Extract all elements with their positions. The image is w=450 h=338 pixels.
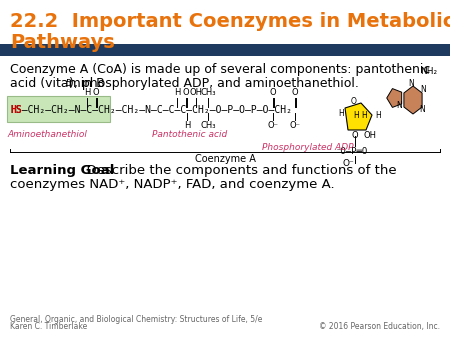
Text: 22.2  Important Coenzymes in Metabolic: 22.2 Important Coenzymes in Metabolic (10, 12, 450, 31)
Text: Karen C. Timberlake: Karen C. Timberlake (10, 322, 87, 331)
Text: acid (vitamin B: acid (vitamin B (10, 77, 105, 90)
Text: Learning Goal: Learning Goal (10, 164, 114, 177)
Bar (0, 44, 450, 56)
Text: © 2016 Pearson Education, Inc.: © 2016 Pearson Education, Inc. (319, 322, 440, 331)
Polygon shape (345, 103, 372, 130)
Text: OH: OH (189, 88, 202, 97)
Text: Pantothenic acid: Pantothenic acid (153, 130, 228, 139)
Text: Coenzyme A: Coenzyme A (194, 154, 256, 164)
Text: Phosphorylated ADP: Phosphorylated ADP (262, 143, 354, 152)
Text: CH₃: CH₃ (200, 88, 216, 97)
Text: N: N (408, 79, 414, 89)
Text: O: O (270, 88, 276, 97)
Text: CH₃: CH₃ (200, 121, 216, 130)
Text: H: H (84, 88, 90, 97)
Text: Describe the components and functions of the: Describe the components and functions of… (78, 164, 396, 177)
Text: N: N (420, 86, 426, 95)
Text: H: H (184, 121, 190, 130)
Text: O⁻: O⁻ (289, 121, 301, 130)
Text: O⁻: O⁻ (342, 160, 354, 169)
FancyBboxPatch shape (7, 96, 110, 122)
Text: H: H (174, 88, 180, 97)
Text: N: N (396, 100, 402, 110)
Text: H: H (353, 111, 359, 120)
Text: N: N (419, 105, 425, 115)
Text: O: O (292, 88, 298, 97)
Text: H: H (361, 111, 367, 120)
Polygon shape (404, 86, 422, 114)
Text: HS–CH₂–CH₂–N–C–CH₂–CH₂–N–C–C–C–CH₂–O–P–O–P–O–CH₂: HS–CH₂–CH₂–N–C–CH₂–CH₂–N–C–C–C–CH₂–O–P–O… (10, 105, 292, 115)
Text: O: O (93, 88, 99, 97)
Text: coenzymes NAD⁺, NADP⁺, FAD, and coenzyme A.: coenzymes NAD⁺, NADP⁺, FAD, and coenzyme… (10, 178, 335, 191)
Polygon shape (387, 89, 402, 107)
Text: Pathways: Pathways (10, 33, 115, 52)
Text: HS: HS (10, 105, 22, 115)
Text: Aminoethanethiol: Aminoethanethiol (7, 130, 87, 139)
Text: ), phosphorylated ADP, and aminoethanethiol.: ), phosphorylated ADP, and aminoethaneth… (69, 77, 359, 90)
Text: General, Organic, and Biological Chemistry: Structures of Life, 5/e: General, Organic, and Biological Chemist… (10, 315, 262, 324)
Text: O⁻: O⁻ (267, 121, 279, 130)
Text: NH₂: NH₂ (420, 68, 437, 76)
Text: O: O (351, 97, 357, 105)
Text: 5: 5 (66, 79, 71, 88)
Text: H: H (375, 111, 381, 120)
Text: H: H (338, 108, 344, 118)
Text: OH: OH (364, 131, 377, 141)
Text: ⁻O–P═O: ⁻O–P═O (336, 147, 368, 156)
Text: O: O (352, 131, 358, 141)
Text: Coenzyme A (CoA) is made up of several components: pantothenic: Coenzyme A (CoA) is made up of several c… (10, 63, 430, 76)
Text: O: O (183, 88, 189, 97)
